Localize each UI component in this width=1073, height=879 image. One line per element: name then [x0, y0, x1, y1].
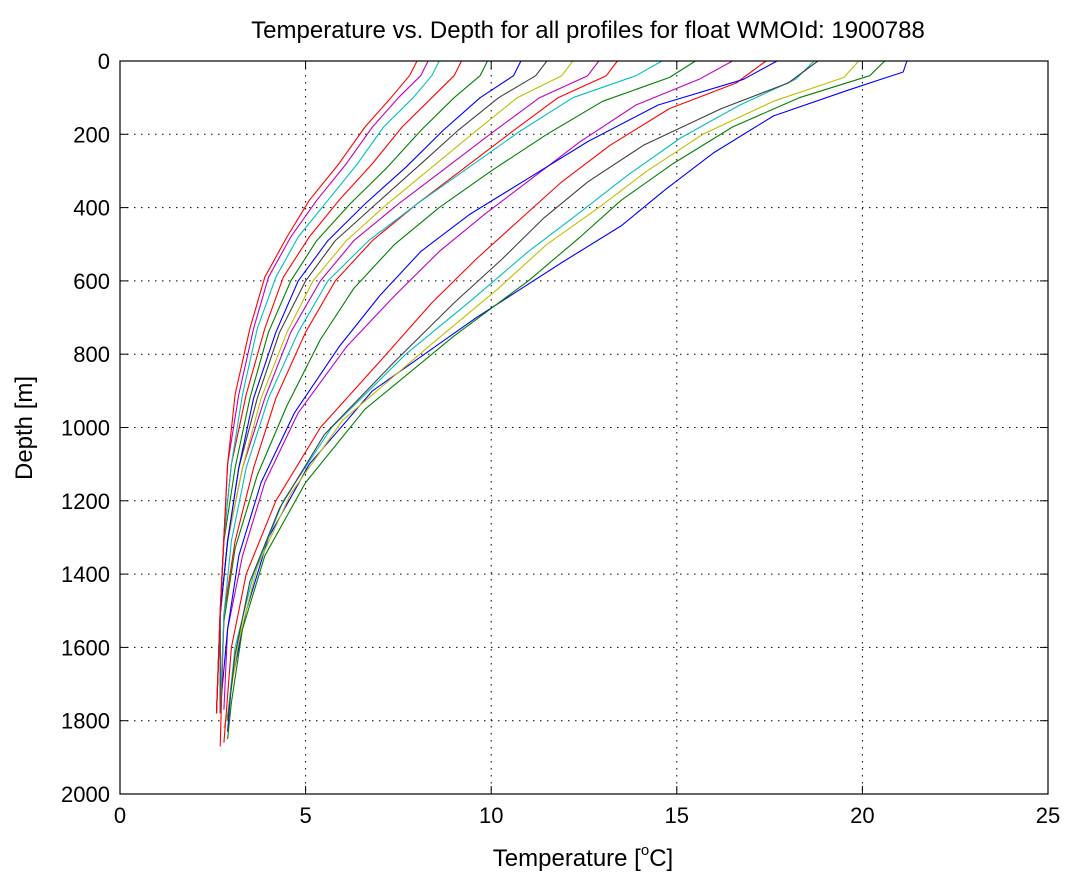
x-axis-label-superscript: o [641, 842, 649, 859]
profile-line [215, 60, 522, 714]
x-tick-label: 25 [1036, 803, 1060, 828]
chart-title: Temperature vs. Depth for all profiles f… [251, 17, 925, 44]
y-tick-label: 400 [73, 196, 110, 221]
profile-line [223, 60, 767, 743]
series-group [215, 60, 908, 747]
y-axis-label: Depth [m] [11, 376, 38, 480]
y-tick-label: 1000 [61, 416, 110, 441]
x-tick-label: 0 [114, 803, 126, 828]
profile-line [227, 60, 819, 721]
y-tick-label: 1800 [61, 709, 110, 734]
profile-line [219, 60, 574, 714]
profile-line [223, 60, 860, 729]
y-tick-label: 2000 [61, 782, 110, 807]
profile-line [215, 60, 440, 714]
profile-line [219, 60, 696, 710]
profile-line [227, 60, 815, 718]
y-tick-label: 1200 [61, 489, 110, 514]
y-tick-label: 600 [73, 269, 110, 294]
profile-line [219, 60, 663, 710]
x-tick-label: 15 [665, 803, 689, 828]
x-tick-label: 10 [479, 803, 503, 828]
y-tick-label: 200 [73, 122, 110, 147]
ticks: 0 5 10 15 20 25 0 200 400 600 800 1000 1200 1400 1600 1… [61, 49, 1060, 828]
y-tick-label: 800 [73, 342, 110, 367]
x-tick-label: 20 [850, 803, 874, 828]
y-tick-label: 0 [98, 49, 110, 74]
profile-line [219, 60, 618, 747]
profile-line [227, 60, 886, 740]
y-tick-label: 1600 [61, 635, 110, 660]
x-axis-label-prefix: Temperature [ [493, 845, 641, 872]
profile-line [227, 60, 908, 732]
x-axis-label-suffix: C] [649, 845, 673, 872]
profile-line [215, 60, 418, 714]
plot-frame [119, 60, 1049, 795]
x-axis-label: Temperature [oC] [493, 842, 673, 872]
profile-line [223, 60, 733, 710]
y-tick-label: 1400 [61, 562, 110, 587]
profile-line [215, 60, 488, 714]
x-tick-label: 5 [299, 803, 311, 828]
profile-line [219, 60, 778, 710]
